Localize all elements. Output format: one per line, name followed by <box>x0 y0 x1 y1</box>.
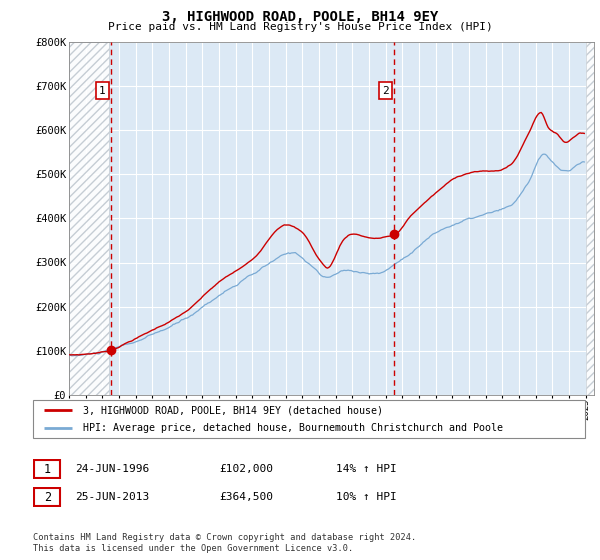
Text: £102,000: £102,000 <box>219 464 273 474</box>
FancyBboxPatch shape <box>33 400 585 438</box>
Text: HPI: Average price, detached house, Bournemouth Christchurch and Poole: HPI: Average price, detached house, Bour… <box>83 423 503 433</box>
Bar <box>69 42 109 395</box>
Text: 2: 2 <box>382 86 389 96</box>
FancyBboxPatch shape <box>34 460 61 478</box>
Text: 1: 1 <box>44 463 51 476</box>
Text: 10% ↑ HPI: 10% ↑ HPI <box>336 492 397 502</box>
Bar <box>586 42 594 395</box>
Text: £364,500: £364,500 <box>219 492 273 502</box>
Text: 25-JUN-2013: 25-JUN-2013 <box>75 492 149 502</box>
Text: 14% ↑ HPI: 14% ↑ HPI <box>336 464 397 474</box>
Text: Price paid vs. HM Land Registry's House Price Index (HPI): Price paid vs. HM Land Registry's House … <box>107 22 493 32</box>
Text: 1: 1 <box>99 86 106 96</box>
Text: 24-JUN-1996: 24-JUN-1996 <box>75 464 149 474</box>
Text: Contains HM Land Registry data © Crown copyright and database right 2024.
This d: Contains HM Land Registry data © Crown c… <box>33 533 416 553</box>
Text: 2: 2 <box>44 491 51 504</box>
Text: 3, HIGHWOOD ROAD, POOLE, BH14 9EY (detached house): 3, HIGHWOOD ROAD, POOLE, BH14 9EY (detac… <box>83 405 383 415</box>
FancyBboxPatch shape <box>34 488 61 506</box>
Text: 3, HIGHWOOD ROAD, POOLE, BH14 9EY: 3, HIGHWOOD ROAD, POOLE, BH14 9EY <box>162 10 438 24</box>
